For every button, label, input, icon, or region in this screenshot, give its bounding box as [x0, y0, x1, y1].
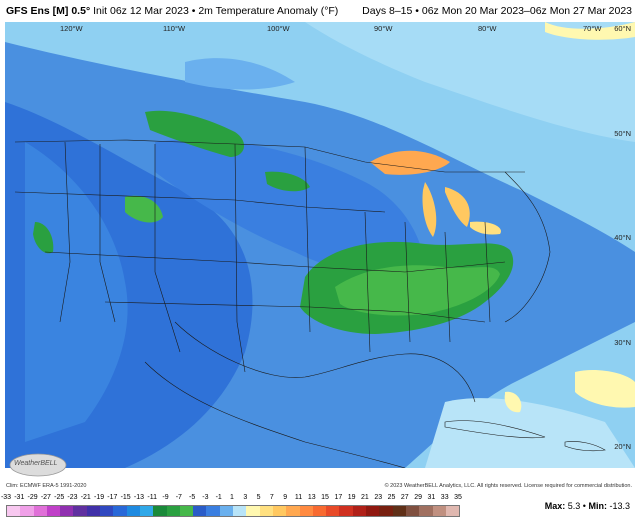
scale-tick-label: 27 — [400, 494, 409, 501]
scale-tick-label: 13 — [307, 494, 316, 501]
valid-period: Days 8–15 • 06z Mon 20 Mar 2023–06z Mon … — [362, 5, 632, 17]
scale-swatch — [46, 506, 61, 516]
scale-tick-label: 25 — [387, 494, 396, 501]
scale-swatch — [366, 506, 380, 516]
model-title: GFS Ens [M] 0.5° Init 06z 12 Mar 2023 • … — [6, 5, 339, 17]
scale-tick-label: 1 — [230, 494, 234, 501]
scale-tick-label: -3 — [202, 494, 209, 501]
init-time: Init 06z 12 Mar 2023 — [93, 5, 189, 17]
min-value: -13.3 — [609, 501, 630, 511]
scale-swatch — [272, 506, 287, 516]
scale-tick-label: 33 — [440, 494, 449, 501]
scale-tick-label: -27 — [40, 494, 51, 501]
scale-swatch — [166, 506, 180, 516]
scale-swatch — [86, 506, 101, 516]
scale-swatch — [179, 506, 194, 516]
lon-label: 80°W — [478, 24, 497, 33]
scale-tick-label: 29 — [414, 494, 423, 501]
scale-swatch — [339, 506, 353, 516]
scale-swatch — [286, 506, 300, 516]
scale-swatch — [20, 506, 34, 516]
lat-label: 60°N — [614, 24, 631, 33]
scale-swatch — [246, 506, 260, 516]
scale-tick-label: -33 — [0, 494, 12, 501]
map-canvas — [5, 22, 635, 468]
lon-label: 70°W — [583, 24, 602, 33]
scale-tick-label: -9 — [162, 494, 169, 501]
scale-swatch — [60, 506, 74, 516]
scale-tick-label: 3 — [243, 494, 248, 501]
title-bar: GFS Ens [M] 0.5° Init 06z 12 Mar 2023 • … — [0, 0, 640, 22]
scale-swatch — [352, 506, 367, 516]
lat-label: 30°N — [614, 338, 631, 347]
scale-swatch — [299, 506, 313, 516]
scale-swatch — [259, 506, 273, 516]
lat-label: 40°N — [614, 233, 631, 242]
scale-tick-label: -1 — [215, 494, 222, 501]
scale-ticks: -33 -31 -29 -27 -25 -23 -21 -19 -17 -15 -13 -11 -9 -7… — [1, 494, 466, 504]
lon-label: 90°W — [374, 24, 393, 33]
scale-swatch — [432, 506, 446, 516]
scale-tick-label: 21 — [361, 494, 369, 501]
color-scale-bar — [6, 505, 460, 517]
scale-tick-label: -23 — [67, 494, 78, 501]
scale-tick-label: -13 — [133, 494, 144, 501]
scale-tick-label: -7 — [175, 494, 182, 501]
scale-swatch — [233, 506, 247, 516]
scale-swatch — [206, 506, 220, 516]
scale-tick-label: -19 — [93, 494, 105, 501]
copyright-credit: © 2023 WeatherBELL Analytics, LLC. All r… — [384, 483, 632, 489]
field-name: 2m Temperature Anomaly (°F) — [198, 5, 339, 17]
scale-swatch — [379, 506, 393, 516]
scale-tick-label: 9 — [283, 494, 288, 501]
scale-tick-label: -15 — [120, 494, 131, 501]
logo-text: WeatherBELL — [14, 460, 58, 467]
lat-label: 20°N — [614, 442, 631, 451]
scale-tick-label: -5 — [188, 494, 196, 501]
scale-tick-label: 11 — [294, 494, 303, 501]
lon-label: 110°W — [163, 24, 186, 33]
scale-tick-label: -29 — [27, 494, 38, 501]
scale-tick-label: -11 — [147, 494, 158, 501]
scale-swatch — [113, 506, 127, 516]
scale-tick-label: 5 — [256, 494, 261, 501]
scale-tick-label: -17 — [107, 494, 118, 501]
scale-swatch — [126, 506, 140, 516]
scale-tick-label: 23 — [374, 494, 383, 501]
scale-swatch — [445, 506, 460, 516]
max-value: 5.3 — [567, 501, 581, 511]
scale-tick-label: -25 — [54, 494, 65, 501]
scale-swatch — [312, 506, 327, 516]
scale-swatch — [33, 506, 47, 516]
scale-swatch — [419, 506, 433, 516]
scale-swatch — [7, 506, 21, 516]
scale-swatch — [193, 506, 207, 516]
scale-tick-label: 35 — [454, 494, 462, 501]
scale-tick-label: 31 — [427, 494, 436, 501]
lon-label: 120°W — [60, 24, 83, 33]
lon-label: 100°W — [267, 24, 290, 33]
scale-tick-label: -21 — [80, 494, 91, 501]
scale-swatch — [100, 506, 114, 516]
weatherbell-logo: WeatherBELL — [8, 452, 68, 478]
scale-tick-label: -31 — [14, 494, 25, 501]
model-name: GFS Ens [M] 0.5 — [6, 5, 86, 17]
scale-swatch — [219, 506, 234, 516]
scale-swatch — [139, 506, 154, 516]
max-min-readout: Max: 5.3 • Min: -13.3 — [544, 501, 630, 511]
scale-swatch — [392, 506, 406, 516]
scale-swatch — [153, 506, 167, 516]
scale-tick-label: 7 — [269, 494, 274, 501]
scale-tick-label: 19 — [347, 494, 356, 501]
scale-swatch — [405, 506, 420, 516]
scale-tick-label: 15 — [321, 494, 329, 501]
lat-label: 50°N — [614, 129, 631, 138]
scale-swatch — [326, 506, 340, 516]
climatology-credit: Clim: ECMWF ERA-5 1991-2020 — [6, 483, 87, 489]
scale-swatch — [73, 506, 87, 516]
scale-tick-label: 17 — [334, 494, 343, 501]
anomaly-map: 120°W 110°W 100°W 90°W 80°W 70°W 60°N 50… — [5, 22, 635, 468]
